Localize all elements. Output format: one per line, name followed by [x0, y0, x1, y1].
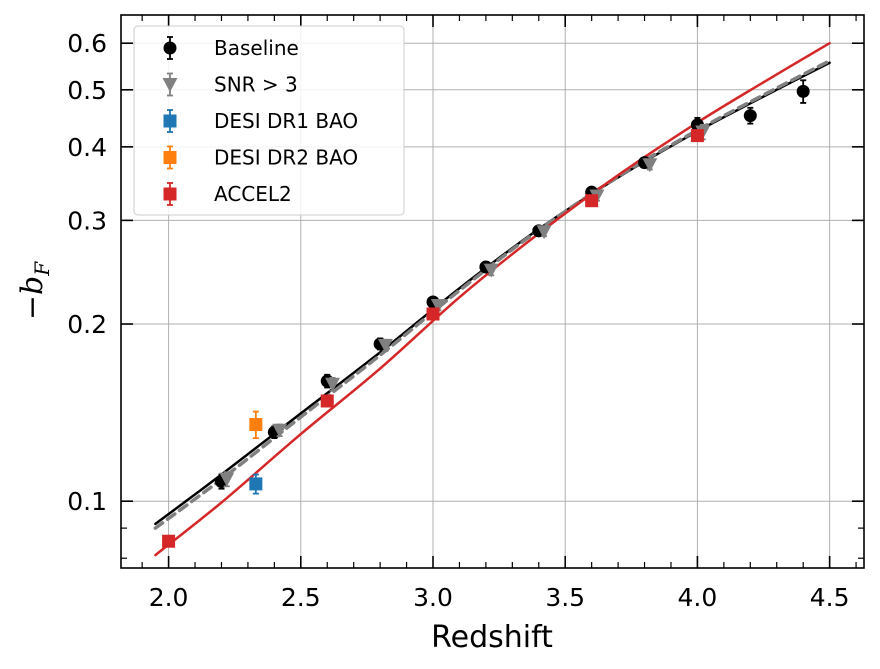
point-snr-3: [377, 338, 393, 353]
point-accel2: [585, 194, 599, 208]
x-tick-label: 4.0: [678, 583, 718, 612]
legend-label-desi-dr1-bao: DESI DR1 BAO: [214, 109, 358, 133]
point-snr-3: [430, 299, 446, 314]
point-baseline: [796, 84, 810, 98]
y-tick-label: 0.4: [67, 133, 107, 162]
legend-box: [133, 25, 405, 216]
x-tick-label: 3.0: [413, 583, 453, 612]
legend-label-snr-3: SNR > 3: [214, 73, 298, 97]
fit-line-snr-3-fit: [153, 59, 832, 530]
legend-label-baseline: Baseline: [214, 36, 299, 60]
y-tick-label: 0.1: [67, 487, 107, 516]
x-axis-title: Redshift: [431, 620, 553, 655]
legend-marker-snr-3: [162, 78, 178, 92]
legend: Baseline SNR > 3 DESI DR1 BAO DESI DR2 BAO A…: [133, 25, 405, 216]
point-accel2: [690, 129, 704, 143]
y-tick-label: 0.5: [67, 76, 107, 105]
legend-marker-accel2: [163, 187, 177, 201]
y-tick-label: 0.2: [67, 310, 107, 339]
point-snr-3: [325, 377, 341, 392]
point-snr-3: [642, 158, 658, 173]
x-tick-label: 3.5: [545, 583, 585, 612]
point-snr-3: [536, 225, 552, 240]
fit-lines: [153, 41, 832, 557]
legend-marker-desi-dr2-bao: [163, 151, 177, 164]
point-snr-3: [272, 423, 288, 438]
legend-marker-baseline: [163, 41, 177, 55]
legend-label-desi-dr2-bao: DESI DR2 BAO: [214, 146, 358, 170]
y-tick-label: 0.6: [67, 29, 107, 58]
y-axis-title: −bF: [15, 261, 54, 320]
axis-ticks: [121, 15, 864, 568]
point-accel2: [320, 394, 334, 408]
x-tick-label: 2.0: [149, 583, 189, 612]
point-baseline: [743, 109, 757, 123]
point-desi-dr1-bao: [249, 477, 263, 491]
fit-line-accel2-fit: [154, 41, 831, 557]
legend-marker-desi-dr1-bao: [163, 114, 177, 128]
point-accel2: [162, 534, 176, 548]
point-accel2: [426, 307, 440, 321]
data-points: [162, 79, 810, 548]
tick-labels: 2.0 2.5 3.0 3.5 4.0 4.5 0.1 0.2 0.3 0.4 0.5 0.6: [67, 29, 849, 612]
x-tick-label: 2.5: [281, 583, 321, 612]
svg-text:−bF: −bF: [15, 261, 54, 320]
legend-label-accel2: ACCEL2: [214, 182, 292, 206]
x-tick-label: 4.5: [810, 583, 850, 612]
point-snr-3: [483, 263, 499, 278]
y-axis-title-sub: F: [30, 261, 54, 277]
plot-frame: [120, 14, 865, 569]
point-snr-3: [219, 472, 235, 487]
point-desi-dr2-bao: [249, 417, 263, 431]
y-tick-label: 0.3: [67, 206, 107, 235]
y-axis-title-main: −b: [15, 276, 50, 320]
